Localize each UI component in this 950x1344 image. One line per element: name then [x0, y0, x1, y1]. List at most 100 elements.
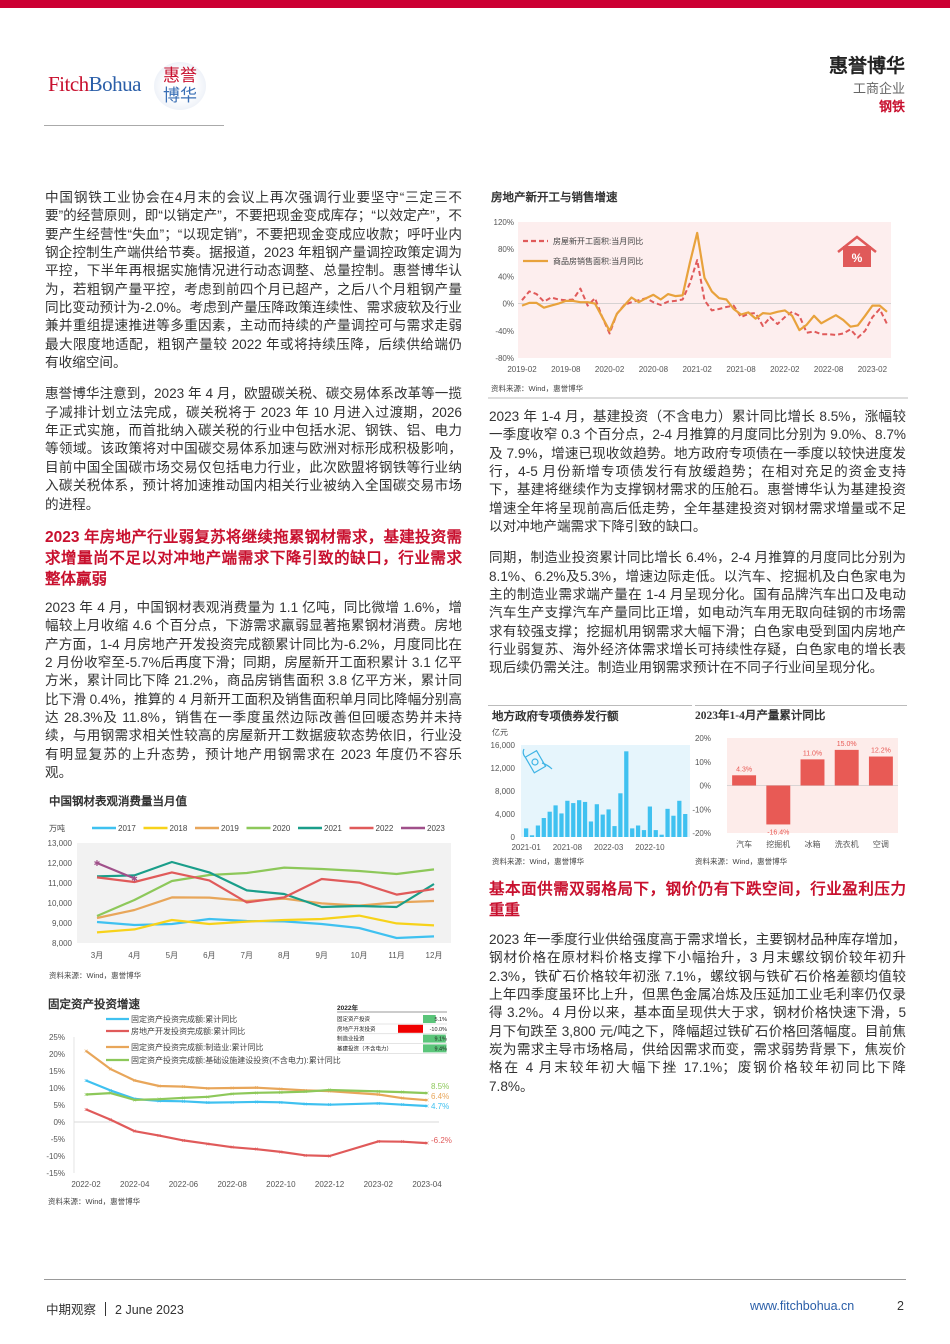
logo-text-bohua: Bohua [88, 72, 142, 96]
series-marker: × [279, 1100, 283, 1107]
series-marker: × [84, 1078, 88, 1085]
x-tick-label: 2022-02 [770, 365, 800, 374]
y-tick-label: 25% [49, 1033, 65, 1042]
series-line-2 [85, 1050, 428, 1102]
data-label: 4.3% [736, 766, 752, 773]
x-tick-label: 2023-04 [412, 1180, 442, 1189]
x-tick-label: 2022-04 [120, 1180, 150, 1189]
paragraph-consumption: 2023 年 4 月，中国钢材表观消费量为 1.1 亿吨，同比微增 1.6%，增… [45, 599, 462, 780]
x-tick-label: 空调 [873, 839, 889, 849]
house-percent-icon: % [837, 235, 877, 267]
report-date: 2 June 2023 [115, 1303, 184, 1317]
website-link[interactable]: www.fitchbohua.cn [750, 1299, 855, 1313]
series-marker: × [303, 1153, 307, 1160]
series-marker: × [401, 1102, 405, 1109]
seal-char: 誉 [180, 66, 197, 85]
footer-left: 中期观察 2 June 2023 [46, 1299, 184, 1318]
y-tick-label: 12,000 [491, 764, 516, 773]
y-tick-label: -10% [46, 1152, 65, 1161]
y-tick-label: -20% [692, 829, 711, 838]
bar [559, 813, 564, 837]
bar [565, 800, 570, 837]
data-label: 11.0% [803, 750, 822, 757]
x-tick-label: 汽车 [736, 839, 752, 849]
bar [653, 830, 658, 837]
series-marker: × [328, 1088, 332, 1095]
series-marker: × [230, 1145, 234, 1152]
series-marker: × [84, 1092, 88, 1099]
bar [800, 759, 825, 786]
x-tick-label: 2022-12 [315, 1180, 345, 1189]
y-tick-label: 10% [695, 758, 711, 767]
y-tick-label: 0% [699, 782, 711, 791]
y-tick-label: 10% [49, 1084, 65, 1093]
inset-table-bar [423, 1015, 436, 1023]
legend-label: 房屋新开工面积:当月同比 [553, 236, 643, 246]
bar [529, 835, 535, 837]
series-marker: × [108, 1066, 112, 1073]
y-tick-label: 120% [494, 218, 514, 227]
series-marker: × [254, 1099, 258, 1106]
series-marker: × [108, 1117, 112, 1124]
y-tick-label: 0 [511, 833, 516, 842]
inset-table-title: 2022年 [337, 1003, 358, 1012]
bar [834, 749, 859, 786]
unit-label: 亿元 [492, 727, 508, 737]
series-line-0 [521, 259, 888, 339]
x-tick-label: 9月 [315, 951, 327, 960]
banknote [524, 749, 547, 774]
bar [524, 828, 529, 837]
banknote-coin [531, 758, 539, 766]
y-tick-label: 13,000 [48, 839, 73, 848]
series-end-label: 8.5% [431, 1082, 449, 1091]
inset-table-value: 5.1% [434, 1017, 447, 1023]
series-marker: × [133, 1097, 137, 1104]
bar [683, 814, 688, 837]
bar [547, 811, 552, 837]
logo-wordmark: FitchBohua [48, 72, 142, 97]
series-marker: × [425, 1098, 429, 1105]
logo-text-fitch: Fitch [48, 72, 89, 96]
series-marker: × [254, 1085, 258, 1092]
legend-label: 2022 [376, 824, 394, 833]
paragraph-carbon-tariff: 惠誉博华注意到，2023 年 4 月，欧盟碳关税、碳交易体系改革等一揽子减排计划… [45, 386, 462, 512]
series-marker: × [401, 1139, 405, 1146]
bar [665, 808, 670, 837]
series-marker: × [206, 1094, 210, 1101]
y-tick-label: 12,000 [48, 859, 73, 868]
chart-source: 资料来源：Wind，惠誉博华 [491, 383, 584, 393]
series-line-3 [85, 1088, 428, 1102]
series-marker: × [181, 1095, 185, 1102]
y-tick-label: 0% [53, 1118, 65, 1127]
chart-fixed-asset-svg: 固定资产投资增速 25% 20% 15% 10% 5% 0% -5% -10% -15% 2022-… [46, 997, 452, 1206]
bar [553, 805, 558, 837]
x-tick-label: 2023-02 [858, 365, 888, 374]
legend-label: 商品房销售面积:当月同比 [553, 256, 643, 266]
series-marker: × [157, 1133, 161, 1140]
paragraph-manufacturing: 同期，制造业投资累计同比增长 6.4%，2-4 月推算的月度同比分别为8.1%、… [489, 550, 906, 676]
chart-special-bonds-svg: 地方政府专项债券发行额亿元16,00012,0008,0004,00002021… [488, 705, 692, 866]
series-marker: × [425, 1091, 429, 1098]
series-marker: × [401, 1096, 405, 1103]
x-tick-label: 2020-02 [595, 365, 625, 374]
series-marker: ✱ [94, 859, 101, 868]
y-tick-label: 4,000 [495, 810, 516, 819]
brand-name: 惠誉博华 [828, 56, 905, 77]
sector-label: 钢铁 [878, 99, 905, 114]
y-tick-label: 10,000 [48, 899, 73, 908]
bar [612, 826, 617, 837]
series-end-label: 6.4% [431, 1092, 449, 1101]
x-tick-label: 2022-08 [217, 1180, 247, 1189]
series-marker: × [230, 1091, 234, 1098]
series-marker: × [303, 1089, 307, 1096]
x-tick-label: 冰箱 [805, 839, 821, 849]
paragraph-steel-association: 中国钢铁工业协会在4月末的会议上再次强调行业要坚守“三定三不要”的经营原则，即“… [45, 190, 462, 371]
x-tick-label: 2022-03 [594, 843, 624, 852]
footer-separator [105, 1302, 107, 1316]
bar [618, 793, 623, 837]
y-tick-label: 8,000 [52, 939, 73, 948]
inset-table-label: 房地产开发投资 [337, 1025, 376, 1033]
x-tick-label: 2023-02 [364, 1180, 394, 1189]
series-marker: × [206, 1141, 210, 1148]
bar [535, 825, 541, 837]
